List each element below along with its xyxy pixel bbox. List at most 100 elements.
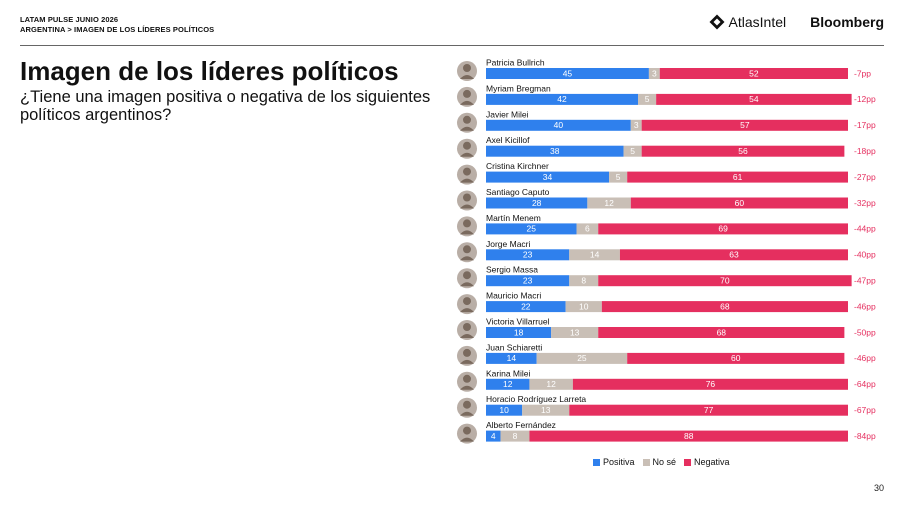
bar-segment-no-se (569, 275, 599, 287)
bar-label: Juan Schiaretti (486, 342, 542, 352)
data-label-positiva: 45 (563, 68, 573, 78)
atlasintel-name: AtlasIntel (728, 14, 787, 30)
data-label-no-se: 5 (645, 94, 650, 104)
legend-item-positiva: Positiva (593, 457, 635, 467)
difference-label: -67pp (854, 405, 876, 415)
bar-label: Jorge Macri (486, 239, 531, 249)
avatar (457, 242, 477, 263)
data-label-negativa: 69 (718, 224, 728, 234)
legend-swatch-negativa (684, 458, 692, 466)
bar-segment-negativa (656, 93, 852, 105)
bar-label: Mauricio Macri (486, 291, 541, 301)
bar-label: Axel Kicillof (486, 135, 530, 145)
page-subtitle: ¿Tiene una imagen positiva o negativa de… (20, 88, 431, 124)
data-label-negativa: 52 (749, 68, 759, 78)
avatar (457, 61, 477, 81)
difference-label: -17pp (854, 120, 876, 130)
bar-segment-positiva (486, 352, 537, 364)
bar-segment-positiva (486, 327, 552, 338)
data-label-positiva: 10 (499, 405, 509, 415)
bar-row-javier-milei: Javier Milei 40 3 57 -17pp (457, 109, 876, 133)
brand-logos: AtlasIntel Bloomberg (709, 14, 884, 30)
bar-segment-positiva (486, 197, 588, 209)
data-label-positiva: 34 (543, 172, 553, 182)
data-label-positiva: 28 (532, 198, 542, 208)
atlasintel-logo: AtlasIntel (709, 14, 787, 30)
avatar (457, 112, 477, 133)
bar-label: Karina Milei (486, 368, 531, 378)
breadcrumb: ARGENTINA > IMAGEN DE LOS LÍDERES POLÍTI… (20, 25, 215, 34)
data-label-negativa: 70 (720, 276, 730, 286)
difference-label: -46pp (854, 301, 876, 311)
data-label-positiva: 38 (550, 146, 560, 156)
bar-label: Sergio Massa (486, 265, 538, 275)
data-label-negativa: 60 (735, 198, 745, 208)
bar-label: Santiago Caputo (486, 187, 550, 197)
data-label-no-se: 8 (581, 276, 586, 286)
legend-swatch-positiva (593, 458, 600, 466)
bar-segment-no-se (648, 68, 660, 79)
avatar (457, 216, 477, 237)
bar-segment-no-se (551, 327, 599, 338)
bar-segment-positiva (486, 171, 610, 183)
bar-segment-positiva (486, 249, 570, 261)
difference-label: -7pp (854, 68, 871, 78)
report-header: LATAM PULSE JUNIO 2026 ARGENTINA > IMAGE… (20, 15, 214, 35)
bar-segment-no-se (569, 249, 620, 261)
bar-segment-negativa (569, 404, 848, 416)
chart-legend: Positiva No sé Negativa (593, 457, 738, 467)
bar-segment-no-se (565, 301, 602, 313)
bar-segment-no-se (529, 378, 573, 390)
data-label-positiva: 14 (507, 353, 517, 363)
report-series-label: LATAM PULSE JUNIO 2026 (20, 15, 119, 24)
data-label-positiva: 40 (554, 120, 564, 130)
bar-label: Javier Milei (486, 109, 529, 119)
avatar (457, 423, 477, 444)
bar-label: Martín Menem (486, 213, 541, 223)
avatar (457, 371, 477, 392)
avatar (457, 345, 477, 366)
bar-segment-positiva (486, 93, 639, 105)
avatar (457, 320, 477, 340)
bar-segment-negativa (529, 430, 848, 442)
bar-segment-positiva (486, 119, 631, 131)
bar-segment-negativa (598, 223, 848, 235)
data-label-no-se: 8 (513, 431, 518, 441)
bar-segment-no-se (576, 223, 599, 235)
avatar (457, 397, 477, 418)
difference-label: -50pp (854, 327, 876, 337)
bar-segment-negativa (641, 119, 848, 131)
avatar (457, 138, 477, 159)
bar-segment-negativa (630, 197, 848, 209)
bar-segment-no-se (623, 145, 642, 157)
data-label-positiva: 18 (514, 327, 524, 337)
bar-segment-positiva (486, 378, 530, 390)
bar-row-patricia-bullrich: Patricia Bullrich 45 3 52 -7pp (457, 58, 871, 81)
bar-segment-negativa (659, 68, 848, 79)
difference-label: -44pp (854, 224, 876, 234)
bar-segment-no-se (638, 93, 657, 105)
bar-segment-negativa (598, 327, 845, 338)
avatar (457, 164, 477, 185)
data-label-negativa: 54 (749, 94, 759, 104)
avatar (457, 86, 477, 107)
data-label-negativa: 68 (717, 327, 727, 337)
data-label-no-se: 12 (546, 379, 556, 389)
difference-label: -46pp (854, 353, 876, 363)
difference-label: -32pp (854, 198, 876, 208)
bar-label: Alberto Fernández (486, 420, 556, 430)
avatar (457, 190, 477, 211)
data-label-positiva: 23 (523, 276, 533, 286)
legend-item-no-se: No sé (642, 457, 676, 467)
bar-row-myriam-bregman: Myriam Bregman 42 5 54 -12pp (457, 83, 876, 107)
atlasintel-icon (709, 14, 725, 30)
data-label-negativa: 61 (733, 172, 743, 182)
